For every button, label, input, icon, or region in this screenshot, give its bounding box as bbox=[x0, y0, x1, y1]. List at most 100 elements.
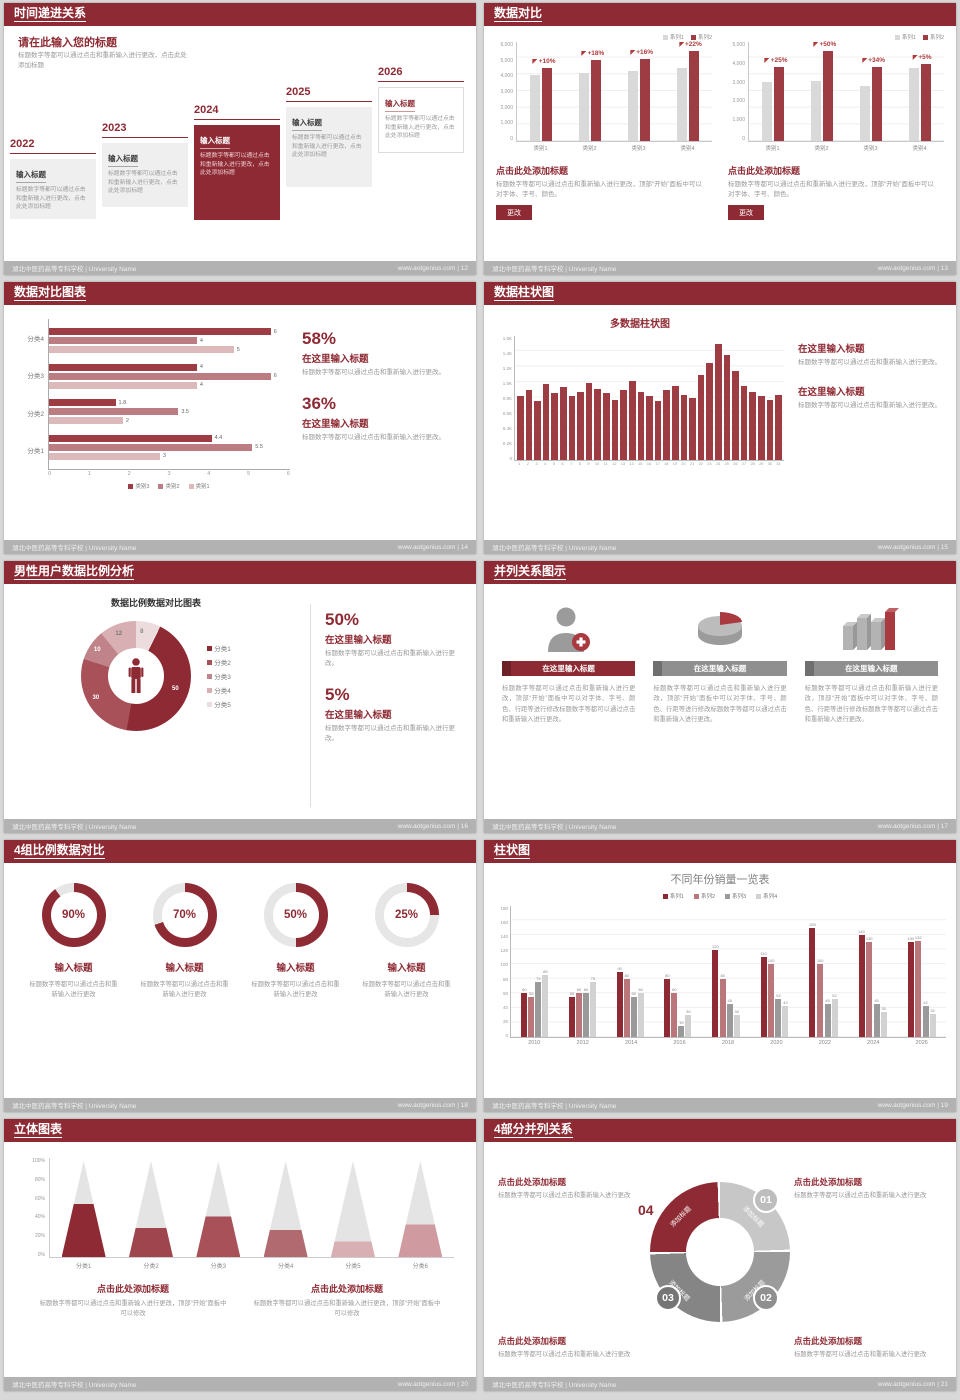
x-tick: 类别3 bbox=[631, 146, 646, 152]
y-tick: 0.2K bbox=[502, 441, 512, 446]
plot-area: 6 4 5 4 6 4 1.8 3.5 2 4.4 5.5 3 bbox=[48, 319, 290, 469]
donut-row: 8 50 30 10 12 分类1 分类2 分类3 分类4 分类5 bbox=[16, 621, 296, 731]
y-axis: 100% 80% 60% 40% 20% 0% bbox=[26, 1158, 50, 1258]
stat-title: 在这里输入标题 bbox=[302, 419, 369, 431]
category-label: 分类3 bbox=[27, 373, 44, 381]
footer-school: 湖北中医药高等专科学校 | University Name bbox=[12, 824, 137, 831]
bar-group: 6 4 5 bbox=[49, 328, 290, 354]
bar bbox=[551, 392, 559, 460]
bar bbox=[576, 993, 582, 1037]
value-label: 3 bbox=[162, 453, 166, 460]
ratio-item: 90% 输入标题 标题数字等都可以通过点击和重新输入进行更改 bbox=[23, 883, 125, 1000]
block-text: 标题数字等都可以通过点击和重新输入进行更改。 bbox=[798, 359, 941, 366]
slide-header: 数据柱状图 bbox=[484, 282, 956, 305]
slide-21-body: 01 02 03 04 添加标题 添加标题 添加标题 添加标题 点击此处添加标题 标题数字等都可… bbox=[484, 1142, 956, 1377]
chart-panel: 多数据柱状图 1.6K 1.4K 1.2K 1.0K 0.8K 0.6K 0.4K 0.2K 0… bbox=[496, 309, 784, 540]
legend-swatch bbox=[922, 34, 928, 40]
bar-column: 90 bbox=[616, 906, 623, 1037]
footer-school: 湖北中医药高等专科学校 | University Name bbox=[492, 824, 617, 831]
bar-series2 bbox=[688, 51, 699, 141]
chart-right: 1 2 3 4 5 6 7 8 9 10 11 12 13 14 15 16 17 18 19 20 21 22 23 24 2… bbox=[514, 336, 784, 466]
legend-item: 系列1 bbox=[662, 892, 684, 900]
arrow-marker bbox=[630, 50, 636, 56]
x-tick: 10 bbox=[594, 462, 600, 466]
x-tick: 30 bbox=[767, 462, 773, 466]
bar-row: 1.8 bbox=[49, 399, 290, 407]
x-tick: 17 bbox=[655, 462, 660, 466]
x-tick: 1 bbox=[518, 462, 521, 466]
value-label: 52 bbox=[776, 993, 781, 999]
slide-19-body: 不同年份销量一览表 系列1 系列2 系列3 系列4 180 160 140 120 100 80… bbox=[484, 863, 956, 1098]
bar bbox=[583, 993, 589, 1037]
bar-group: 120 80 45 30 bbox=[712, 906, 740, 1037]
legend-item: 分类5 bbox=[207, 699, 231, 709]
bar bbox=[760, 956, 767, 1037]
delta-text: +10% bbox=[538, 58, 556, 66]
bar-row: 4 bbox=[49, 363, 290, 371]
x-tick: 19 bbox=[672, 462, 677, 466]
x-tick: 类别1 bbox=[533, 146, 548, 152]
bar bbox=[723, 355, 731, 460]
bar bbox=[49, 452, 160, 460]
arrow-marker bbox=[813, 41, 819, 47]
block-desc: 标题数字等都可以通过点击和重新输入进行更改，顶部“开始”面板中可以对字体、字号、… bbox=[728, 181, 934, 199]
bar bbox=[685, 1015, 692, 1037]
bar-group: 1.8 3.5 2 bbox=[49, 399, 290, 425]
slide-20: 立体图表 100% 80% 60% 40% 20% 0% 分类1 分类2 分类3 分类4 分类5 分… bbox=[4, 1119, 476, 1391]
bars bbox=[859, 42, 882, 141]
horizontal-bar-chart: 分类4 分类3 分类2 分类1 6 4 5 4 6 4 1.8 3.5 2 4.4 5.5 3 0 1 2 3 4 5 6 bbox=[18, 319, 290, 477]
y-tick: 3,000 bbox=[732, 79, 745, 86]
grouped-bar-chart: 系列1 系列2 5,000 4,000 3,000 2,000 1,000 0 +25% +50%… bbox=[728, 32, 944, 156]
delta-text: +18% bbox=[587, 50, 605, 58]
cone bbox=[128, 1161, 173, 1257]
block-title: 在这里输入标题 bbox=[798, 344, 865, 355]
bar-row: 4 bbox=[49, 337, 290, 345]
bar-column: 45 bbox=[824, 906, 831, 1037]
footer-page: www.aotgenius.com | 17 bbox=[877, 822, 948, 830]
value-label: 4.4 bbox=[214, 435, 223, 442]
x-tick: 20 bbox=[681, 462, 686, 466]
x-axis: 2010 2012 2014 2016 2018 2020 2022 2024 2026 bbox=[510, 1038, 946, 1046]
percent-label: 90% bbox=[61, 909, 86, 921]
bar bbox=[733, 1015, 740, 1037]
number-label: 04 bbox=[638, 1202, 654, 1218]
arrow-marker bbox=[532, 59, 538, 65]
x-tick: 类别2 bbox=[814, 146, 829, 152]
footer-page: www.aotgenius.com | 21 bbox=[877, 1380, 948, 1388]
bar bbox=[542, 975, 549, 1037]
delta-label: +10% bbox=[532, 58, 556, 66]
x-tick: 类别4 bbox=[912, 146, 927, 152]
value-label: 80 bbox=[665, 972, 670, 978]
bar bbox=[775, 394, 782, 460]
value-label: 4 bbox=[199, 364, 203, 371]
bar-row: 6 bbox=[49, 328, 290, 336]
bar bbox=[689, 398, 696, 460]
y-tick: 60% bbox=[34, 1195, 45, 1202]
legend-label: 系列1 bbox=[669, 894, 684, 900]
number-badge: 02 bbox=[753, 1285, 779, 1311]
value-label: 45 bbox=[825, 998, 830, 1004]
block-title: 点击此处添加标题 bbox=[794, 1335, 863, 1346]
y-tick: 0.6K bbox=[502, 411, 512, 416]
slide-header: 数据对比图表 bbox=[4, 282, 476, 305]
value-label: 130 bbox=[907, 936, 914, 942]
slide-15-body: 多数据柱状图 1.6K 1.4K 1.2K 1.0K 0.8K 0.6K 0.4K 0.2K 0… bbox=[484, 305, 956, 540]
bar bbox=[880, 1011, 887, 1037]
delta-label: +18% bbox=[581, 50, 604, 57]
bar bbox=[535, 982, 542, 1037]
bar-column: 42 bbox=[922, 906, 929, 1037]
bar-group: 130 132 42 32 bbox=[907, 906, 936, 1037]
bar bbox=[858, 935, 865, 1037]
bar-series1 bbox=[762, 81, 773, 141]
timeline-step: 2022 输入标题 标题数字等都可以通过点击和重新输入进行更改，点击此处添加标题 bbox=[10, 138, 96, 219]
item-text: 标题数字等都可以通过点击和重新输入进行更改，顶部“开始”面板中可以对字体、字号、… bbox=[502, 685, 636, 724]
legend-item: 系列4 bbox=[756, 892, 777, 900]
x-tick: 22 bbox=[698, 462, 703, 466]
x-tick: 5 bbox=[247, 471, 251, 477]
legend-label: 分类1 bbox=[214, 646, 231, 653]
chart-right: +25% +50% +34% +5% 类别1 类别2 类别3 类别4 bbox=[748, 41, 944, 156]
value-label: 42 bbox=[923, 1000, 928, 1006]
slide-13: 数据对比 系列1 系列2 6,000 5,000 4,000 3,000 2,000 1,00… bbox=[484, 3, 956, 275]
bar bbox=[623, 978, 630, 1037]
timeline-year: 2025 bbox=[286, 86, 311, 98]
